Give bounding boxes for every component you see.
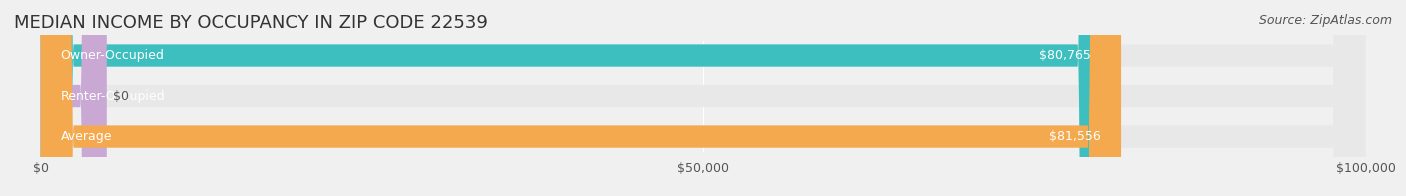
FancyBboxPatch shape [41,0,1111,196]
Text: Average: Average [60,130,112,143]
Text: MEDIAN INCOME BY OCCUPANCY IN ZIP CODE 22539: MEDIAN INCOME BY OCCUPANCY IN ZIP CODE 2… [14,14,488,32]
Text: Renter-Occupied: Renter-Occupied [60,90,165,103]
FancyBboxPatch shape [41,0,1121,196]
FancyBboxPatch shape [41,0,1365,196]
Text: Owner-Occupied: Owner-Occupied [60,49,165,62]
Text: $0: $0 [114,90,129,103]
FancyBboxPatch shape [41,0,1365,196]
Text: Source: ZipAtlas.com: Source: ZipAtlas.com [1258,14,1392,27]
Text: $81,556: $81,556 [1049,130,1101,143]
FancyBboxPatch shape [41,0,107,196]
FancyBboxPatch shape [41,0,1365,196]
Text: $80,765: $80,765 [1039,49,1091,62]
